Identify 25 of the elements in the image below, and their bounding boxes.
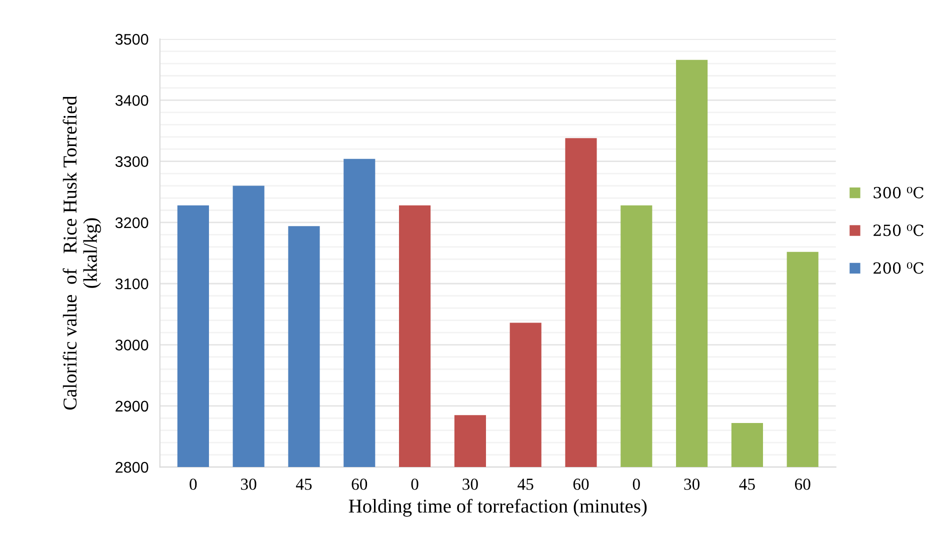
- y-tick-label: 3300: [115, 156, 148, 168]
- y-tick-label: 3400: [115, 95, 148, 106]
- x-tick-label: 0: [632, 478, 640, 490]
- x-tick-label: 45: [296, 478, 312, 490]
- x-tick-label: 30: [684, 478, 700, 490]
- x-axis-title: Holding time of torrefaction (minutes): [348, 498, 647, 517]
- x-tick-label: 0: [190, 478, 197, 490]
- y-tick-label: 2800: [116, 462, 148, 473]
- y-tick-label: 3100: [115, 278, 148, 290]
- y-tick-label: 3000: [115, 340, 148, 350]
- legend-label: 250 ⁰C: [874, 224, 924, 236]
- y-axis-title: Calorific value of Rice Husk Torrefied (kkal/kg): [62, 96, 101, 410]
- x-tick-label: 45: [518, 478, 534, 490]
- y-tick-label: 2900: [116, 400, 148, 412]
- x-tick-label: 0: [411, 478, 418, 490]
- x-tick-label: 60: [573, 478, 589, 490]
- legend-label: 300 ⁰C: [874, 186, 924, 198]
- legend-label: 200 ⁰C: [874, 262, 924, 274]
- x-tick-label: 60: [794, 478, 810, 490]
- x-tick-label: 30: [462, 478, 478, 490]
- x-tick-label: 60: [352, 478, 368, 490]
- y-tick-label: 3500: [115, 34, 148, 45]
- y-tick-label: 3200: [115, 217, 148, 228]
- x-tick-label: 45: [739, 478, 755, 490]
- x-tick-label: 30: [241, 478, 256, 490]
